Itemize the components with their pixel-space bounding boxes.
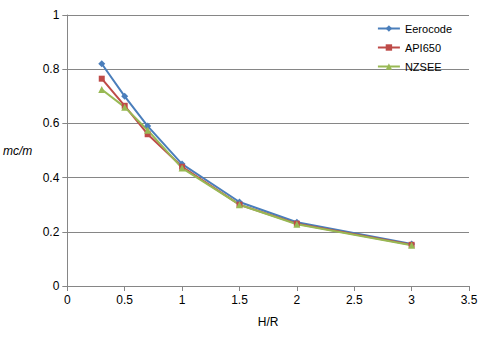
svg-text:0.2: 0.2 [43,225,60,239]
svg-text:3: 3 [408,293,415,307]
svg-text:0.5: 0.5 [116,293,133,307]
svg-text:0.8: 0.8 [43,62,60,76]
svg-text:H/R: H/R [258,315,279,329]
svg-text:2.5: 2.5 [346,293,363,307]
svg-text:NZSEE: NZSEE [405,61,442,73]
svg-text:Eerocode: Eerocode [405,23,452,35]
svg-text:mc/m: mc/m [3,144,32,158]
svg-text:0: 0 [64,293,71,307]
svg-text:1: 1 [53,8,60,22]
svg-text:0: 0 [53,279,60,293]
svg-text:0.4: 0.4 [43,171,60,185]
svg-text:0.6: 0.6 [43,116,60,130]
svg-text:1.5: 1.5 [231,293,248,307]
svg-text:API650: API650 [405,42,441,54]
svg-text:1: 1 [179,293,186,307]
svg-text:2: 2 [294,293,301,307]
svg-text:3.5: 3.5 [461,293,478,307]
